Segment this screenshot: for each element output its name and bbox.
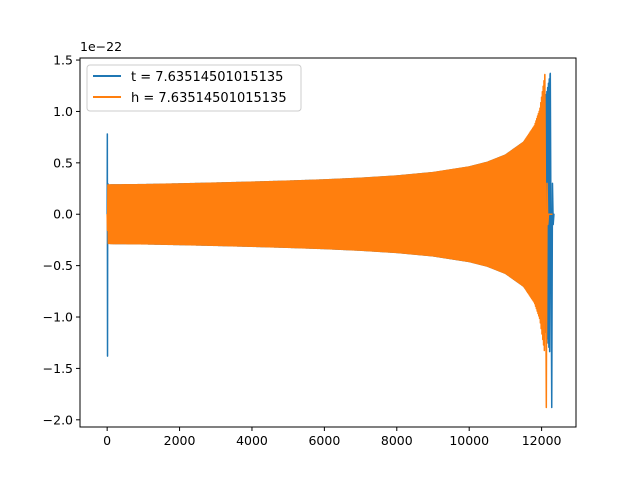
legend: t = 7.63514501015135 h = 7.6351450101513… bbox=[86, 64, 302, 112]
y-tick-label: 0.5 bbox=[53, 155, 73, 170]
x-tick-label: 8000 bbox=[381, 433, 413, 448]
x-tick-label: 4000 bbox=[236, 433, 268, 448]
series-line-1 bbox=[106, 73, 553, 409]
legend-box bbox=[86, 64, 302, 112]
x-tick-label: 10000 bbox=[449, 433, 489, 448]
y-tick-label: −2.0 bbox=[43, 412, 73, 427]
axes: 0 2000 4000 6000 8000 10000 12000 −2.0 −1.5 −1.0 −… bbox=[43, 53, 562, 448]
y-tick-label: 0.0 bbox=[53, 207, 73, 222]
x-tick-label: 12000 bbox=[522, 433, 562, 448]
y-tick-label: −1.5 bbox=[43, 361, 73, 376]
axes-frame bbox=[79, 57, 577, 428]
series-1 bbox=[106, 73, 553, 409]
plot-area bbox=[106, 72, 555, 409]
legend-label-h: h = 7.63514501015135 bbox=[131, 91, 287, 106]
y-tick-label: −0.5 bbox=[43, 258, 73, 273]
y-tick-label: 1.0 bbox=[53, 104, 73, 119]
x-tick-label: 6000 bbox=[308, 433, 340, 448]
y-tick-label: −1.0 bbox=[43, 310, 73, 325]
y-tick-label: 1.5 bbox=[53, 53, 73, 68]
x-tick-label: 0 bbox=[103, 433, 111, 448]
x-tick-label: 2000 bbox=[164, 433, 196, 448]
legend-label-t: t = 7.63514501015135 bbox=[131, 70, 283, 85]
y-scale-label: 1e−22 bbox=[80, 39, 122, 54]
